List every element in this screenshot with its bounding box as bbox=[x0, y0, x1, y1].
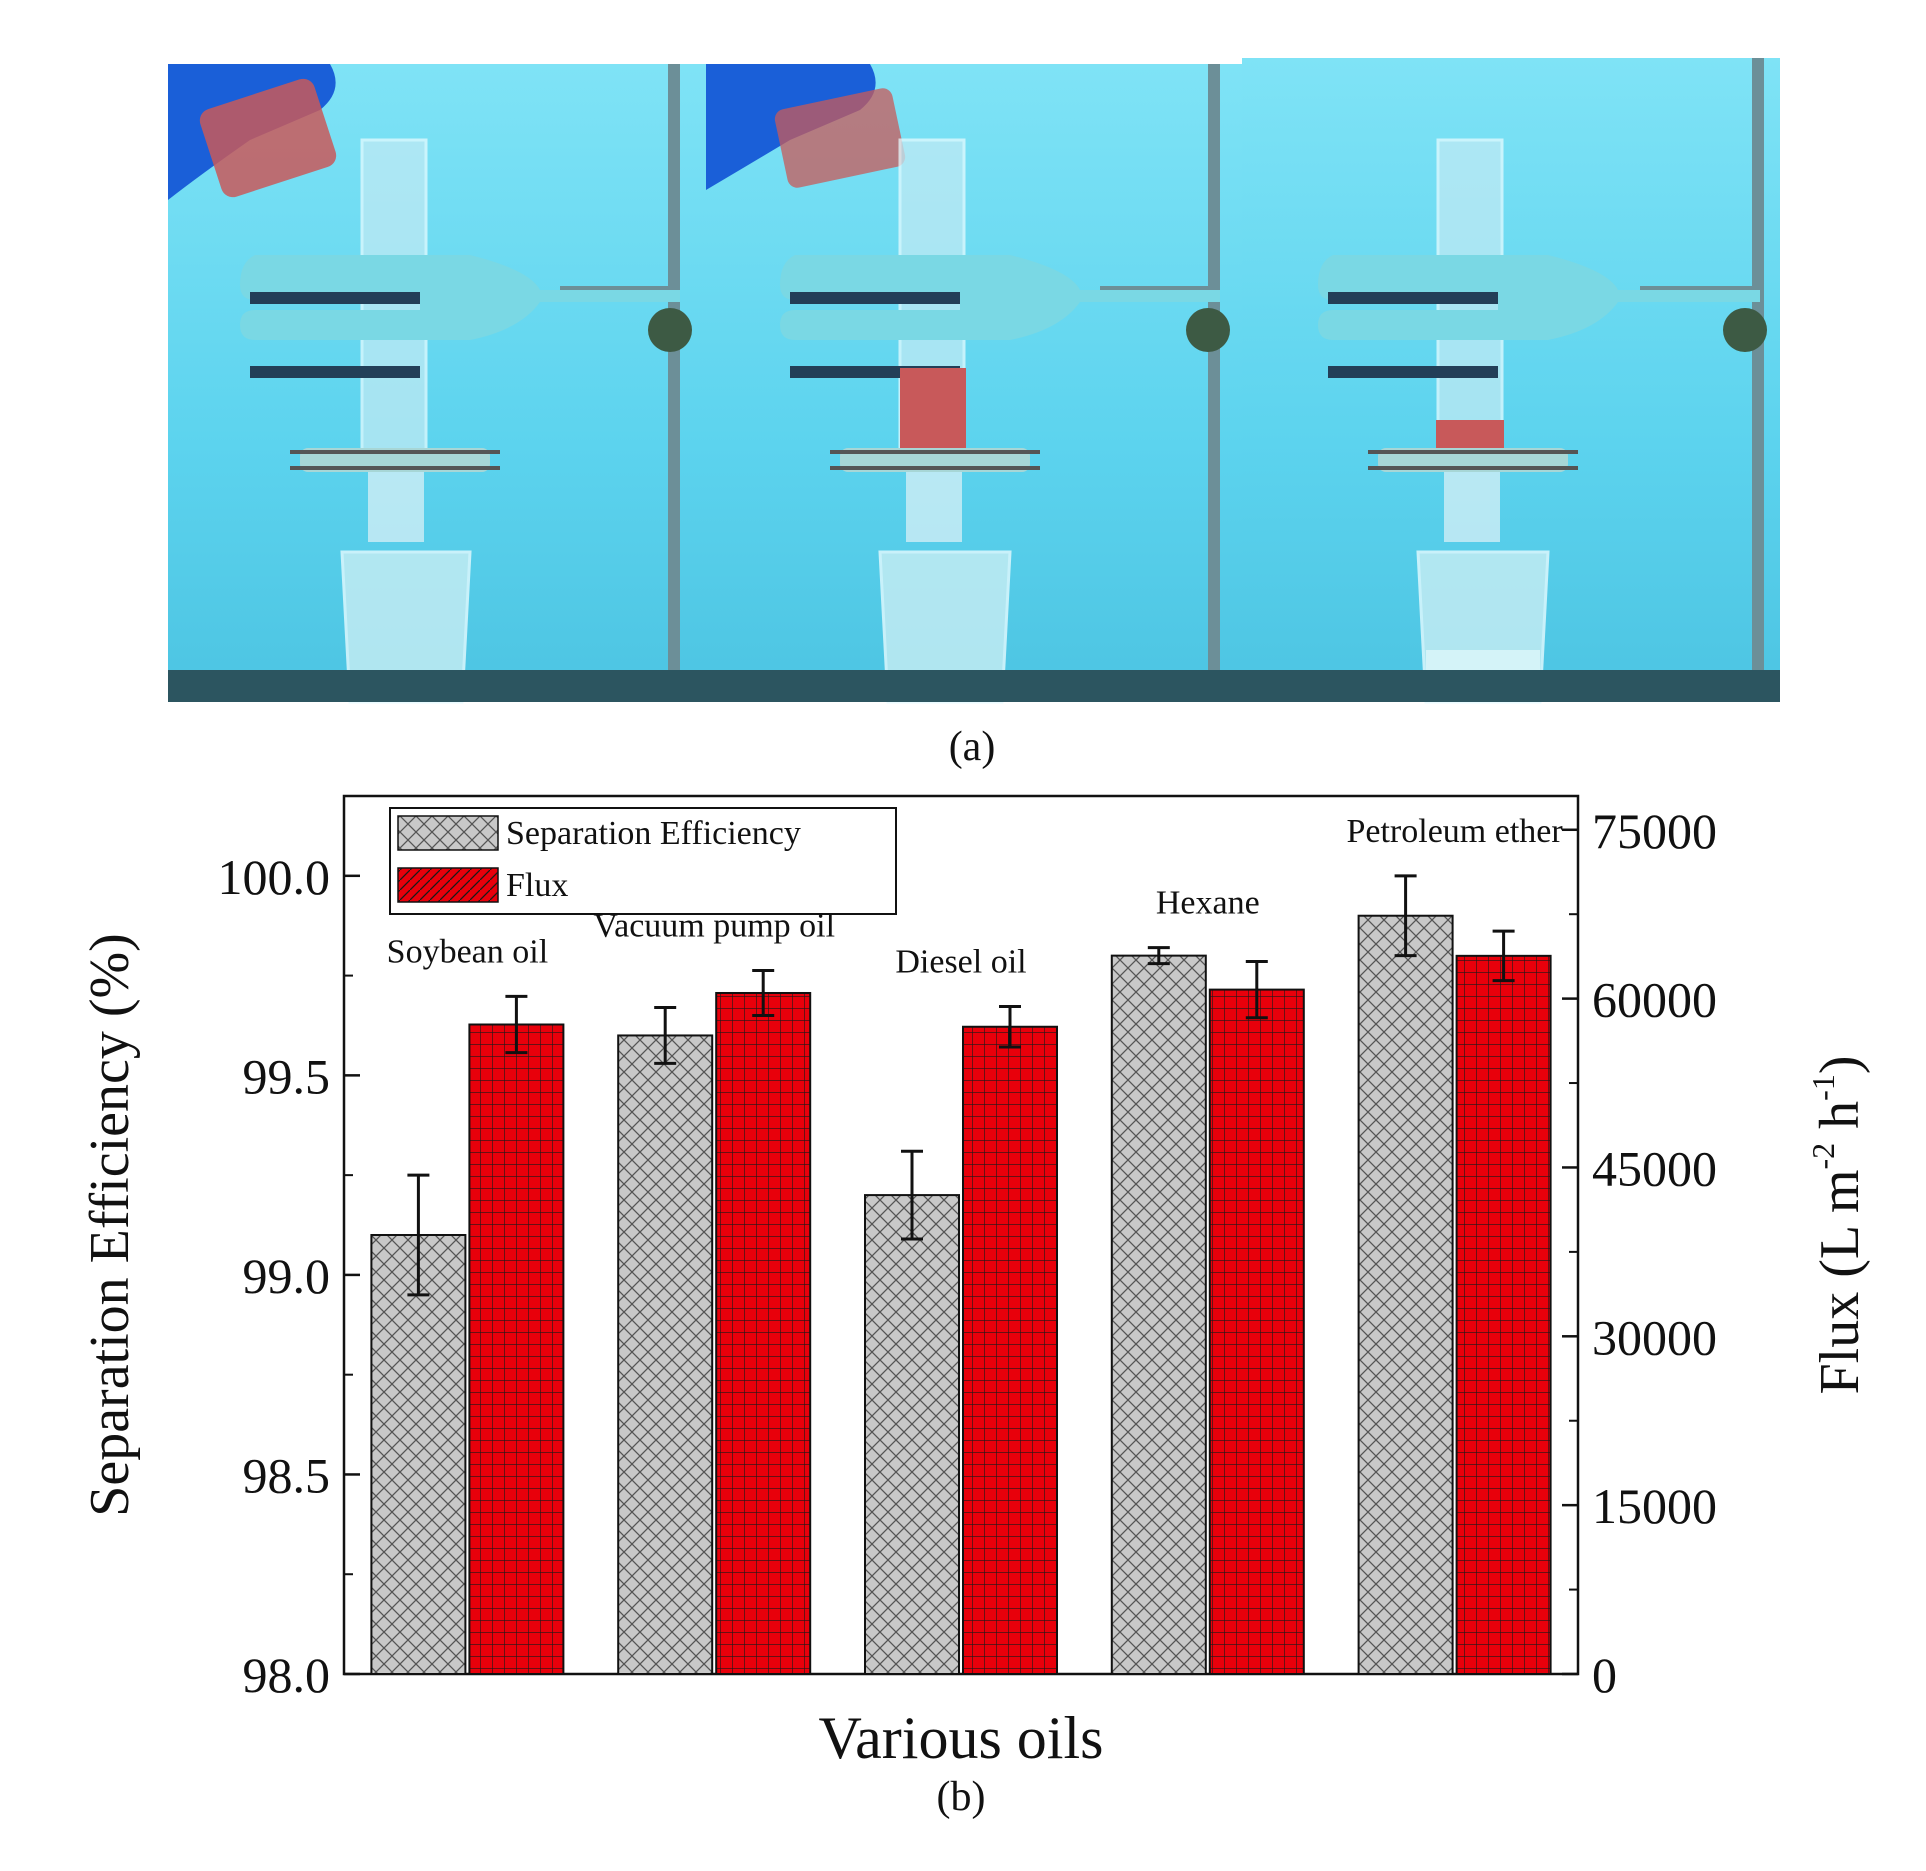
y-tick-label: 98.0 bbox=[243, 1647, 331, 1703]
y-tick-label: 100.0 bbox=[218, 849, 331, 905]
errorbar-efficiency bbox=[407, 1173, 430, 1297]
legend: Separation Efficiency Flux bbox=[389, 807, 897, 915]
plot-frame bbox=[342, 794, 1580, 1676]
errorbar-efficiency bbox=[1147, 946, 1170, 966]
x-axis-title: Various oils bbox=[819, 1705, 1104, 1771]
bar-efficiency bbox=[617, 1034, 714, 1676]
errorbar-flux bbox=[999, 1004, 1021, 1049]
y2-tick-label: 15000 bbox=[1592, 1478, 1717, 1534]
panel-a-photos bbox=[168, 58, 1780, 704]
category-label: Soybean oil bbox=[387, 933, 548, 970]
errorbar-flux bbox=[505, 994, 528, 1055]
bar-efficiency bbox=[1357, 914, 1454, 1675]
legend-label-efficiency: Separation Efficiency bbox=[506, 815, 801, 852]
bar-efficiency bbox=[1110, 954, 1207, 1675]
category-label: Diesel oil bbox=[895, 943, 1026, 980]
y-tick-label: 98.5 bbox=[243, 1447, 331, 1503]
category-label: Hexane bbox=[1156, 885, 1260, 922]
legend-swatch-efficiency bbox=[397, 815, 499, 851]
left-axis: 98.0 98.5 99.0 99.5 100.0 bbox=[218, 849, 360, 1703]
panel-a-label: (a) bbox=[949, 724, 996, 770]
y-axis-title: Separation Efficiency (%) bbox=[79, 933, 141, 1517]
errorbars-group bbox=[407, 874, 1515, 1297]
chart-panel-b: 98.0 98.5 99.0 99.5 100.0 0 15000 30000 45000 60… bbox=[79, 794, 1871, 1771]
bar-flux bbox=[962, 1025, 1058, 1676]
y2-tick-label: 60000 bbox=[1592, 972, 1717, 1028]
bars-group bbox=[370, 914, 1552, 1676]
errorbar-flux bbox=[1245, 959, 1268, 1020]
y-tick-label: 99.0 bbox=[243, 1248, 331, 1304]
errorbar-efficiency bbox=[1394, 874, 1417, 958]
y2-tick-label: 0 bbox=[1592, 1647, 1617, 1703]
bar-flux bbox=[1455, 954, 1552, 1675]
photo-step-1-pouring bbox=[168, 64, 706, 704]
bar-flux bbox=[715, 991, 812, 1675]
errorbar-efficiency bbox=[654, 1006, 677, 1065]
right-axis: 0 15000 30000 45000 60000 75000 bbox=[1562, 803, 1717, 1703]
y2-tick-label: 45000 bbox=[1592, 1140, 1717, 1196]
panel-b-label: (b) bbox=[937, 1774, 986, 1820]
photo-step-2-filtering bbox=[706, 64, 1242, 704]
y2-tick-label: 30000 bbox=[1592, 1309, 1717, 1365]
legend-label-flux: Flux bbox=[506, 867, 568, 904]
legend-swatch-flux bbox=[397, 867, 499, 903]
bar-flux bbox=[1208, 988, 1305, 1675]
y-tick-label: 99.5 bbox=[243, 1048, 331, 1104]
bar-flux bbox=[468, 1023, 565, 1675]
bar-efficiency bbox=[370, 1234, 467, 1675]
category-label: Petroleum ether bbox=[1346, 813, 1563, 850]
errorbar-flux bbox=[1492, 929, 1515, 983]
bar-efficiency bbox=[864, 1194, 960, 1676]
y2-axis-title: Flux (L m-2 h-1) bbox=[1805, 1055, 1871, 1394]
y2-tick-label: 75000 bbox=[1592, 803, 1717, 859]
errorbar-efficiency bbox=[901, 1149, 923, 1241]
photo-step-3-separated bbox=[1242, 58, 1780, 704]
errorbar-flux bbox=[752, 968, 775, 1017]
